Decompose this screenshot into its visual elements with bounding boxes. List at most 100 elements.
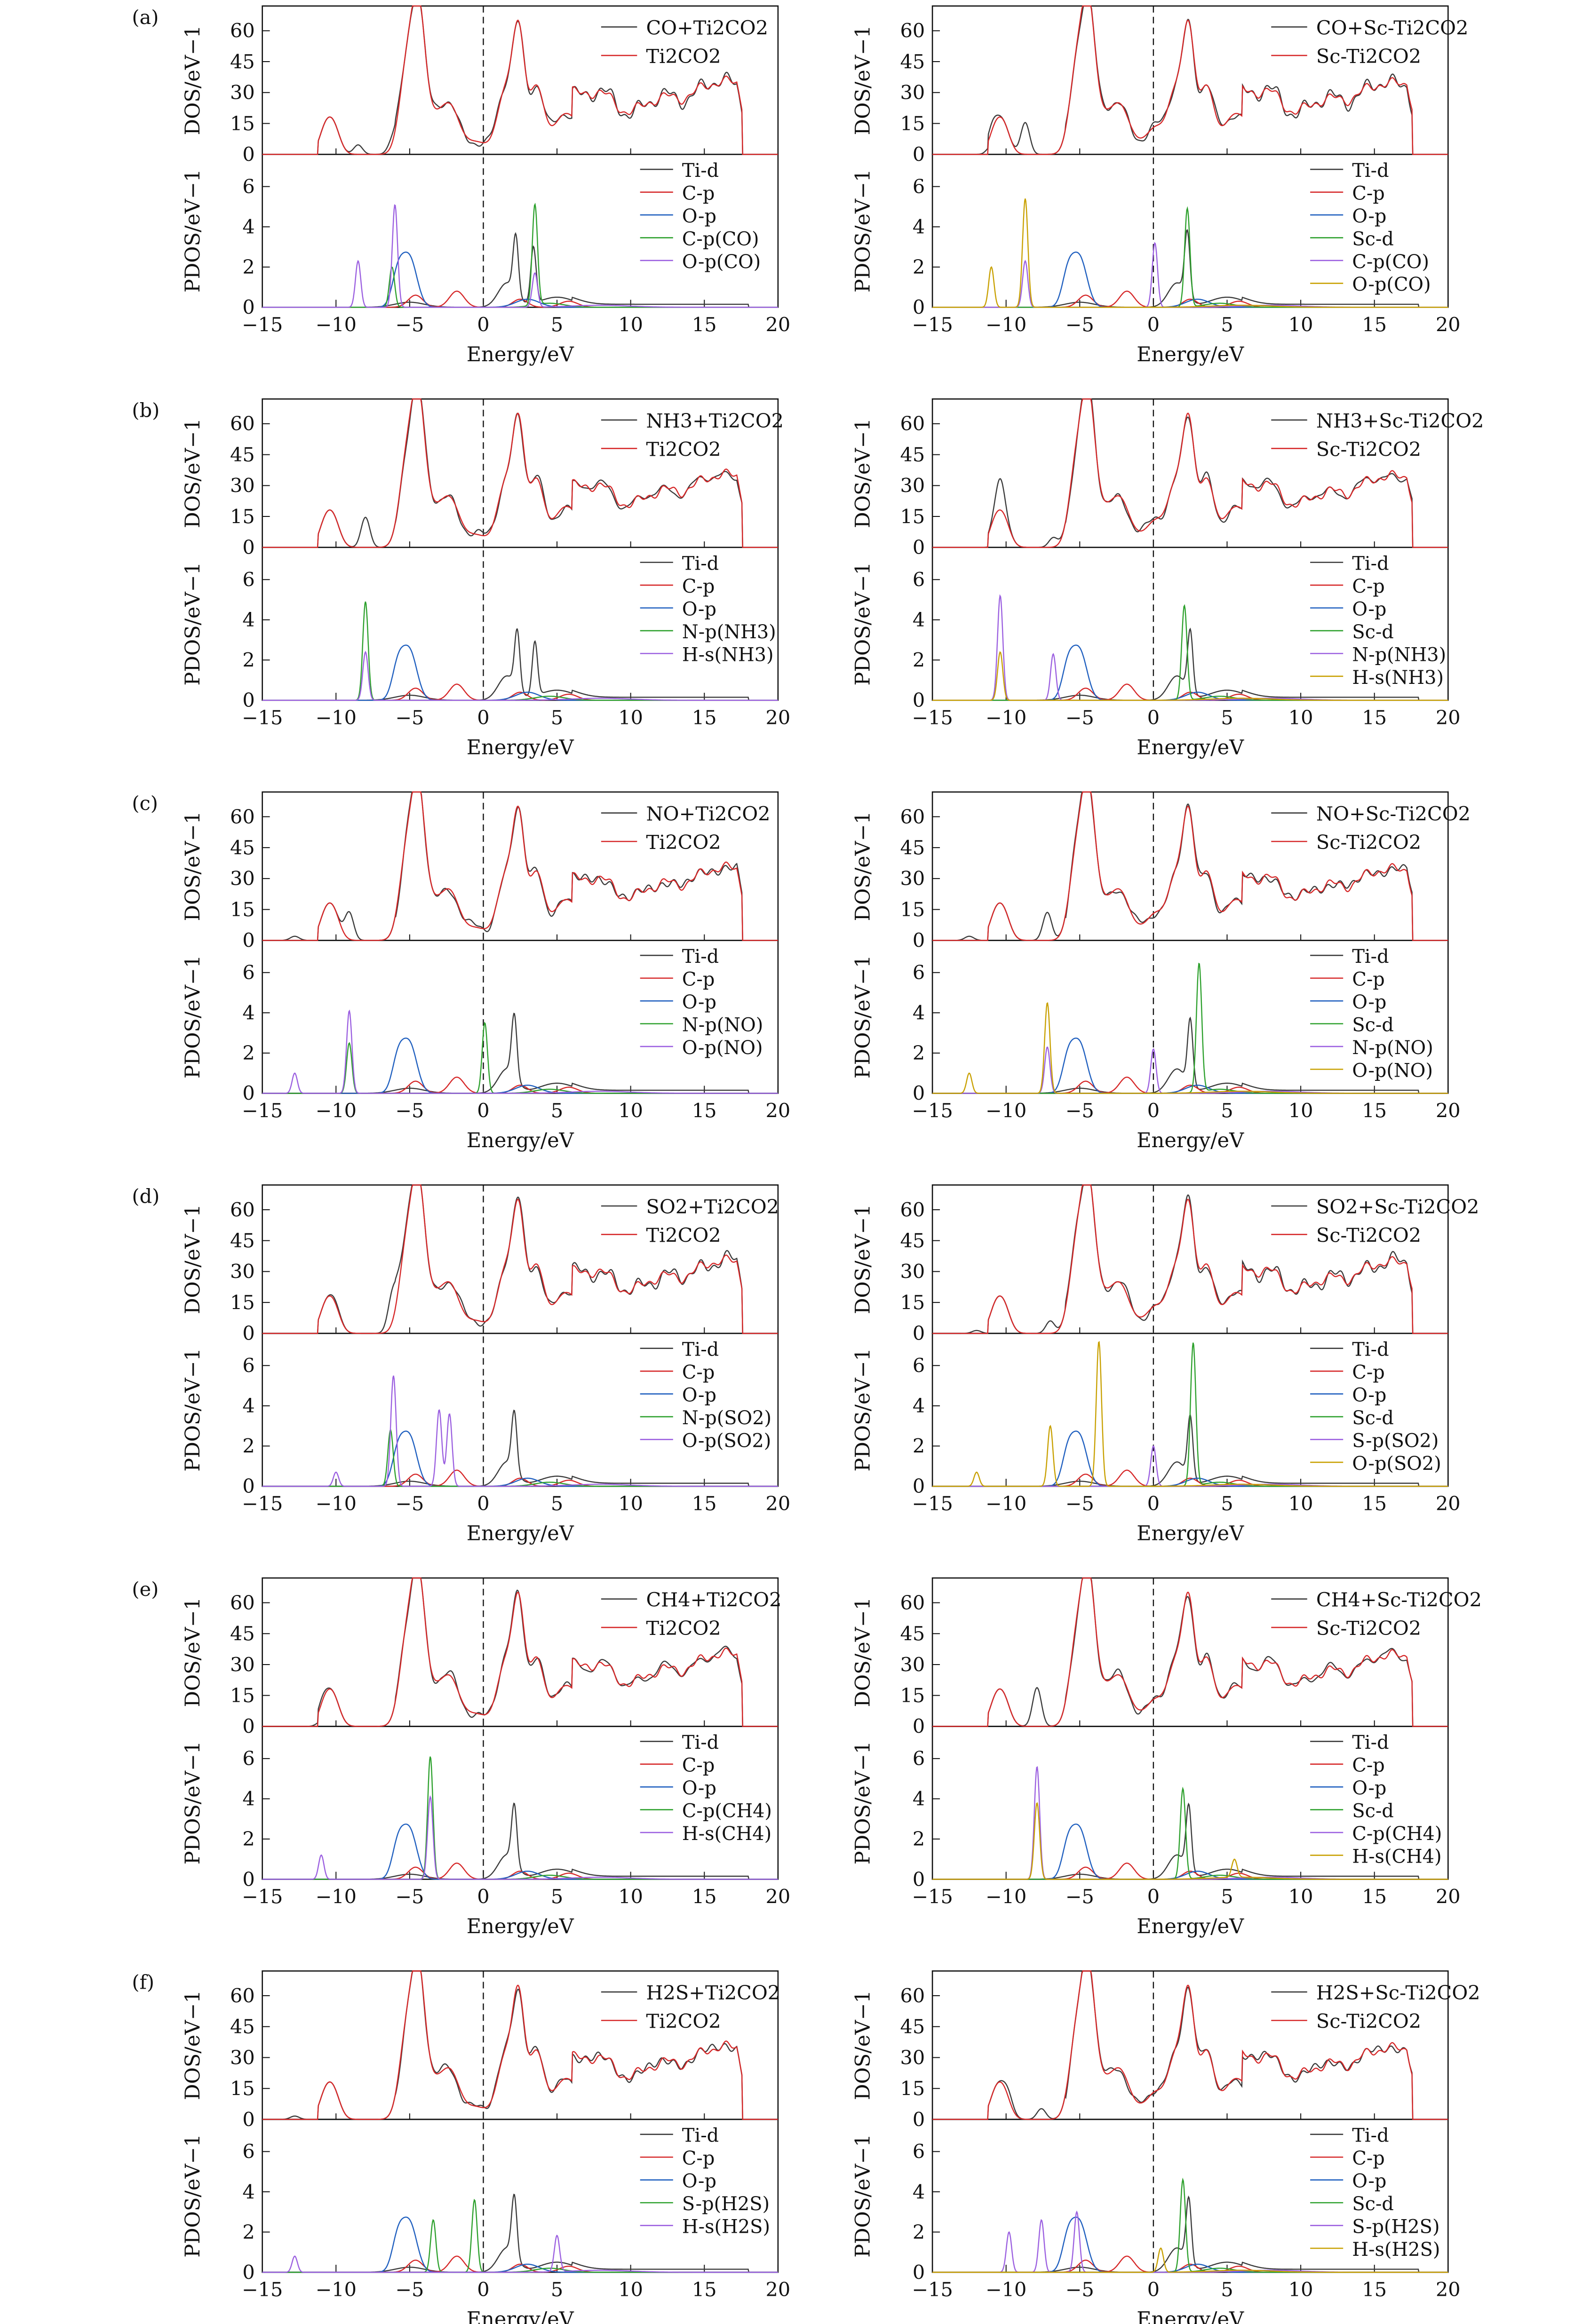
xtick-label: 20 <box>1436 2278 1461 2301</box>
dos-legend-label: Sc-Ti2CO2 <box>1316 438 1421 460</box>
pdos-ylabel: PDOS/eV−1 <box>181 1741 205 1865</box>
pdos-legend-label: C-p(CH4) <box>682 1801 772 1822</box>
xtick-label: 15 <box>692 1492 717 1515</box>
xtick-label: 0 <box>1147 2278 1160 2301</box>
dos-ytick-label: 0 <box>913 929 925 952</box>
pdos-legend-label: O-p(SO2) <box>1352 1453 1441 1475</box>
pdos-ytick-label: 2 <box>913 1435 925 1458</box>
pdos-legend-label: N-p(NO) <box>682 1014 763 1036</box>
xtick-label: 0 <box>477 2278 489 2301</box>
dos-ylabel: DOS/eV−1 <box>851 1990 874 2100</box>
xtick-label: −5 <box>1065 1885 1094 1908</box>
pdos-legend-label: N-p(NO) <box>1352 1037 1433 1059</box>
pdos-legend-label: S-p(H2S) <box>682 2193 770 2215</box>
pdos-legend-label: O-p(CO) <box>1352 274 1431 295</box>
xtick-label: −10 <box>986 1492 1026 1515</box>
xtick-label: 15 <box>1362 1099 1387 1122</box>
pdos-legend-label: O-p <box>1352 1385 1386 1406</box>
dos-ytick-label: 45 <box>230 444 255 466</box>
xlabel: Energy/eV <box>467 343 574 366</box>
pdos-legend-label: C-p <box>682 2148 715 2169</box>
dos-ylabel: DOS/eV−1 <box>851 1204 874 1314</box>
dos-ytick-label: 30 <box>230 81 255 104</box>
dos-ytick-label: 0 <box>242 929 254 952</box>
pdos-legend-label: C-p <box>1352 969 1384 991</box>
dos-ytick-label: 15 <box>900 112 925 135</box>
xtick-label: 5 <box>1221 706 1233 729</box>
pdos-ytick-label: 4 <box>913 1002 925 1024</box>
dos-legend-label: Sc-Ti2CO2 <box>1316 1617 1421 1640</box>
pdos-ytick-label: 2 <box>242 1435 254 1458</box>
xtick-label: −10 <box>986 706 1026 729</box>
dos-ytick-label: 45 <box>230 1229 255 1252</box>
xtick-label: 20 <box>766 2278 791 2301</box>
panel-left-row-1: (b)0153045600246DOS/eV−1PDOS/eV−1−15 −10−… <box>132 399 790 759</box>
panel-right-row-1: 0153045600246DOS/eV−1PDOS/eV−1−15 −10 −5 0 5… <box>851 399 1484 759</box>
pdos-curve-h-s-h2s- <box>262 2236 778 2272</box>
xtick-label: 0 <box>1147 706 1160 729</box>
pdos-ytick-label: 6 <box>913 175 925 198</box>
pdos-ytick-label: 2 <box>913 2221 925 2244</box>
pdos-legend-label: C-p <box>1352 1755 1384 1777</box>
pdos-ytick-label: 2 <box>242 1042 254 1064</box>
xtick-label: 20 <box>766 313 791 336</box>
xtick-label: 15 <box>692 706 717 729</box>
xtick-label: 20 <box>1436 706 1461 729</box>
xtick-label: 5 <box>551 1885 563 1908</box>
dos-ytick-label: 30 <box>230 867 255 890</box>
xtick-label: 10 <box>618 1885 643 1908</box>
xtick-label: −5 <box>1065 2278 1094 2301</box>
xlabel: Energy/eV <box>467 1915 574 1938</box>
panel-right-row-2: 0153045600246DOS/eV−1PDOS/eV−1−15 −10 −5 0 5… <box>851 792 1471 1152</box>
xtick-label: 0 <box>1147 1885 1160 1908</box>
pdos-legend-label: C-p <box>1352 576 1384 597</box>
pdos-ytick-label: 4 <box>913 1395 925 1417</box>
xtick-label: 15 <box>1362 1492 1387 1515</box>
pdos-legend-label: O-p(CO) <box>682 251 761 273</box>
dos-ytick-label: 30 <box>900 81 925 104</box>
xtick-label: −5 <box>395 1099 424 1122</box>
pdos-legend-label: H-s(CH4) <box>682 1823 771 1845</box>
pdos-legend-label: O-p <box>682 598 716 620</box>
row-label: (a) <box>132 6 159 29</box>
dos-legend-label: Ti2CO2 <box>646 1224 721 1246</box>
pdos-ytick-label: 6 <box>242 175 254 198</box>
pdos-legend-label: O-p <box>682 2171 716 2192</box>
dos-ytick-label: 0 <box>913 1322 925 1345</box>
pdos-legend-label: O-p <box>1352 206 1386 227</box>
dos-ytick-label: 15 <box>230 112 255 135</box>
dos-ytick-label: 30 <box>900 867 925 890</box>
dos-ylabel: DOS/eV−1 <box>181 1204 205 1314</box>
pdos-ytick-label: 4 <box>242 1002 254 1024</box>
xtick-label: 10 <box>1288 706 1313 729</box>
xtick-label: 10 <box>618 1492 643 1515</box>
pdos-legend-label: C-p(CH4) <box>1352 1823 1442 1845</box>
pdos-legend-label: O-p <box>682 1777 716 1799</box>
dos-ytick-label: 30 <box>900 475 925 497</box>
xtick-label: −15 <box>242 2278 283 2301</box>
dos-legend-label: NO+Sc-Ti2CO2 <box>1316 802 1471 825</box>
row-label: (d) <box>132 1185 159 1208</box>
pdos-legend-label: C-p <box>1352 1362 1384 1383</box>
dos-legend-label: SO2+Ti2CO2 <box>646 1196 779 1218</box>
pdos-legend-label: H-s(NH3) <box>682 644 774 666</box>
xtick-label: 20 <box>766 1492 791 1515</box>
pdos-legend-label: S-p(H2S) <box>1352 2216 1439 2237</box>
xtick-label: 5 <box>1221 2278 1233 2301</box>
xtick-label: 5 <box>551 706 563 729</box>
pdos-legend-label: Ti-d <box>1352 160 1389 182</box>
dos-ylabel: DOS/eV−1 <box>181 1597 205 1707</box>
dos-ytick-label: 30 <box>900 2046 925 2069</box>
pdos-ylabel: PDOS/eV−1 <box>851 1348 874 1472</box>
dos-ytick-label: 45 <box>900 444 925 466</box>
xtick-label: 0 <box>477 313 489 336</box>
pdos-legend-label: N-p(SO2) <box>682 1407 771 1429</box>
pdos-legend-label: H-s(CH4) <box>1352 1846 1441 1867</box>
pdos-ylabel: PDOS/eV−1 <box>851 169 874 293</box>
dos-ytick-label: 0 <box>242 536 254 559</box>
pdos-legend-label: Ti-d <box>1352 1339 1389 1361</box>
pdos-legend-label: C-p <box>682 1362 715 1383</box>
dos-ylabel: DOS/eV−1 <box>851 25 874 135</box>
pdos-ytick-label: 6 <box>913 569 925 591</box>
xtick-label: −10 <box>316 706 357 729</box>
